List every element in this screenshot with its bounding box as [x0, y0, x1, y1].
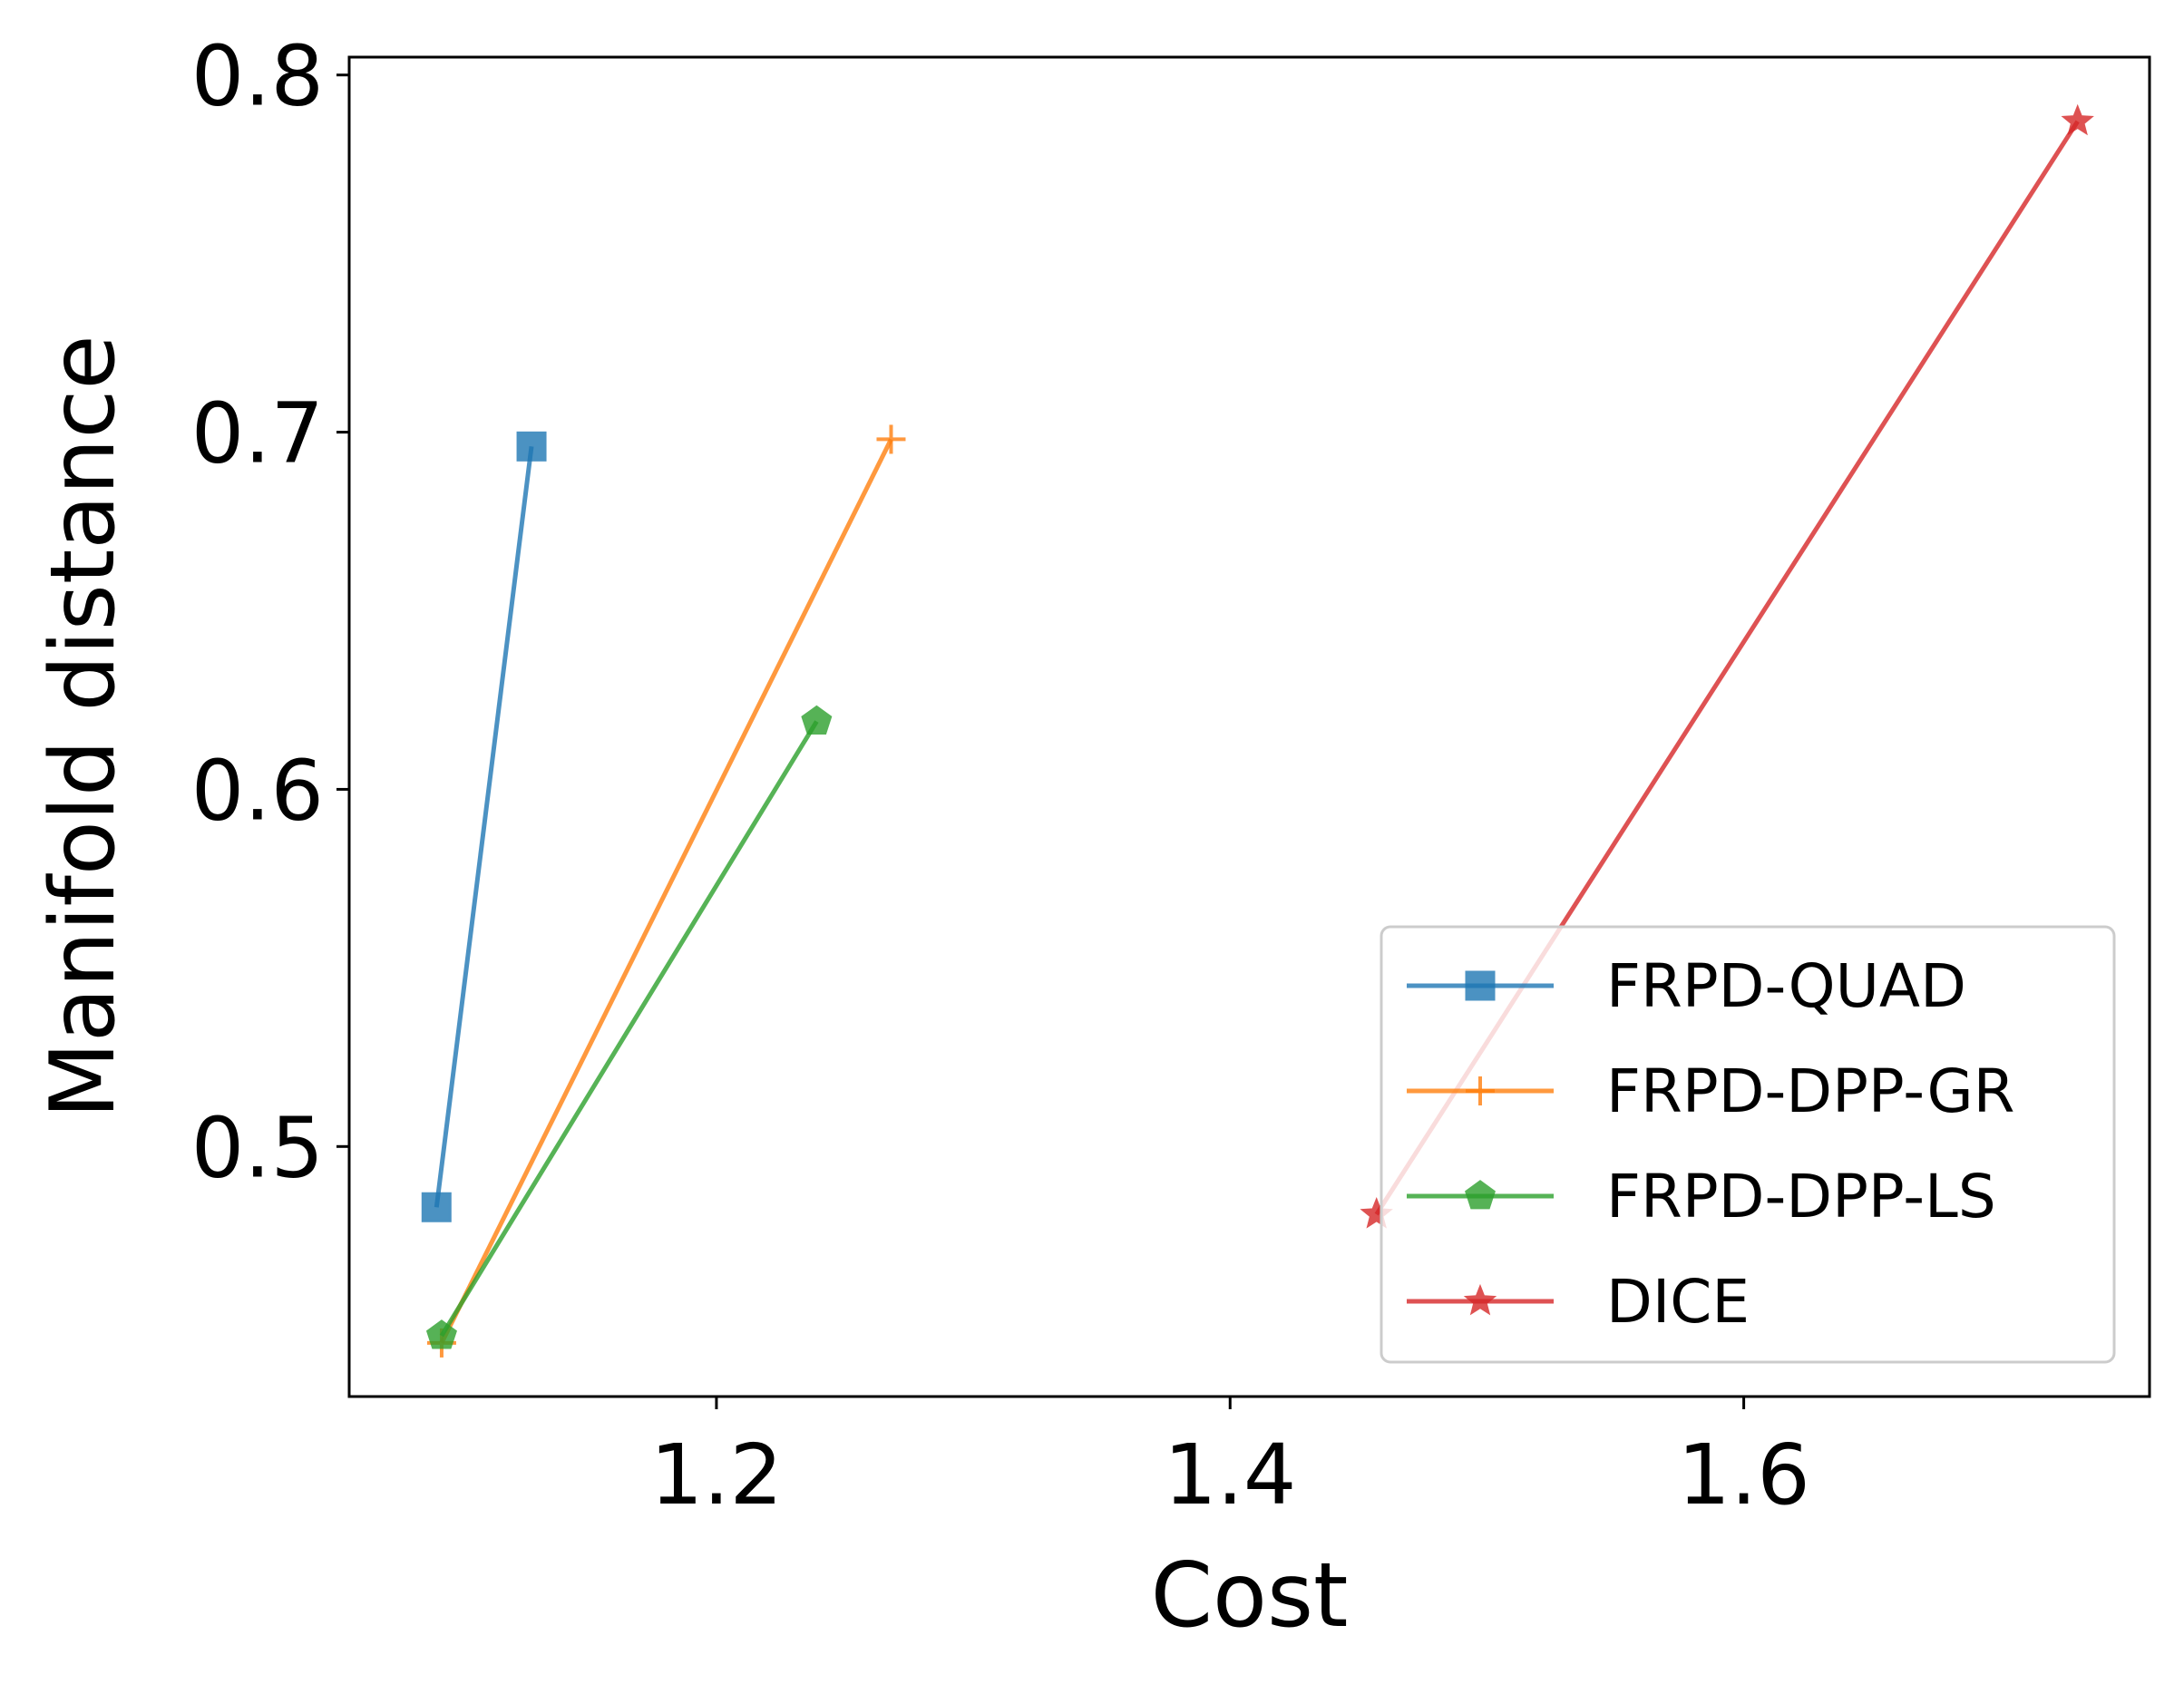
series-2: [425, 705, 833, 1349]
legend-label-2: FRPD-DPP-LS: [1606, 1162, 1996, 1231]
legend-marker-0-shape: [1465, 970, 1496, 1001]
data-point-0-0: [421, 1192, 452, 1222]
axes-frame: [347, 55, 2151, 1398]
series-1: [426, 424, 906, 1358]
legend-marker-2: [1465, 1180, 1496, 1210]
y-tick-label: 0.5: [191, 1099, 324, 1196]
data-point-3-1-shape: [2061, 103, 2094, 136]
legend-box: [1380, 925, 2116, 1364]
series-line-1: [439, 438, 893, 1345]
legend-label-3: DICE: [1606, 1267, 1750, 1337]
x-axis-label: Cost: [1151, 1544, 1349, 1648]
series-line-0: [434, 445, 534, 1208]
x-tick-label: 1.6: [1677, 1426, 1809, 1523]
legend-item-3: DICE: [1407, 1267, 1750, 1337]
data-point-0-0-shape: [421, 1192, 452, 1222]
data-point-2-0: [425, 1319, 457, 1349]
legend-marker-2-shape: [1465, 1180, 1496, 1210]
data-point-3-1: [2061, 103, 2094, 136]
legend-marker-3-shape: [1463, 1283, 1497, 1316]
legend: FRPD-QUAD FRPD-DPP-GR FRPD-DPP-LS DICE: [1380, 925, 2116, 1364]
data-point-1-1: [876, 424, 906, 454]
data-point-2-1: [801, 705, 833, 735]
y-tick-label: 0.6: [191, 742, 324, 839]
y-tick-label: 0.8: [191, 28, 324, 125]
legend-marker-1: [1466, 1076, 1495, 1105]
legend-label-0: FRPD-QUAD: [1606, 951, 1966, 1021]
data-point-0-1: [516, 431, 547, 462]
legend-marker-0: [1465, 970, 1496, 1001]
data-point-0-1-shape: [516, 431, 547, 462]
legend-marker-3: [1463, 1283, 1497, 1316]
legend-item-2: FRPD-DPP-LS: [1407, 1162, 1996, 1231]
legend-item-0: FRPD-QUAD: [1407, 951, 1966, 1021]
x-tick-label: 1.4: [1164, 1426, 1296, 1523]
legend-item-1: FRPD-DPP-GR: [1407, 1056, 2014, 1126]
y-tick-label: 0.7: [191, 385, 324, 482]
series-line-2: [439, 720, 819, 1338]
y-axis-label: Manifold distance: [32, 335, 135, 1118]
series-0: [421, 431, 547, 1222]
legend-label-1: FRPD-DPP-GR: [1606, 1056, 2014, 1126]
data-point-2-0-shape: [425, 1319, 457, 1349]
data-point-2-1-shape: [801, 705, 833, 735]
plot-area: 1.2 1.4 1.6 0.5 0.6 0.7 0.8 Cost Manifold distan…: [32, 28, 2151, 1648]
x-tick-label: 1.2: [650, 1426, 783, 1523]
